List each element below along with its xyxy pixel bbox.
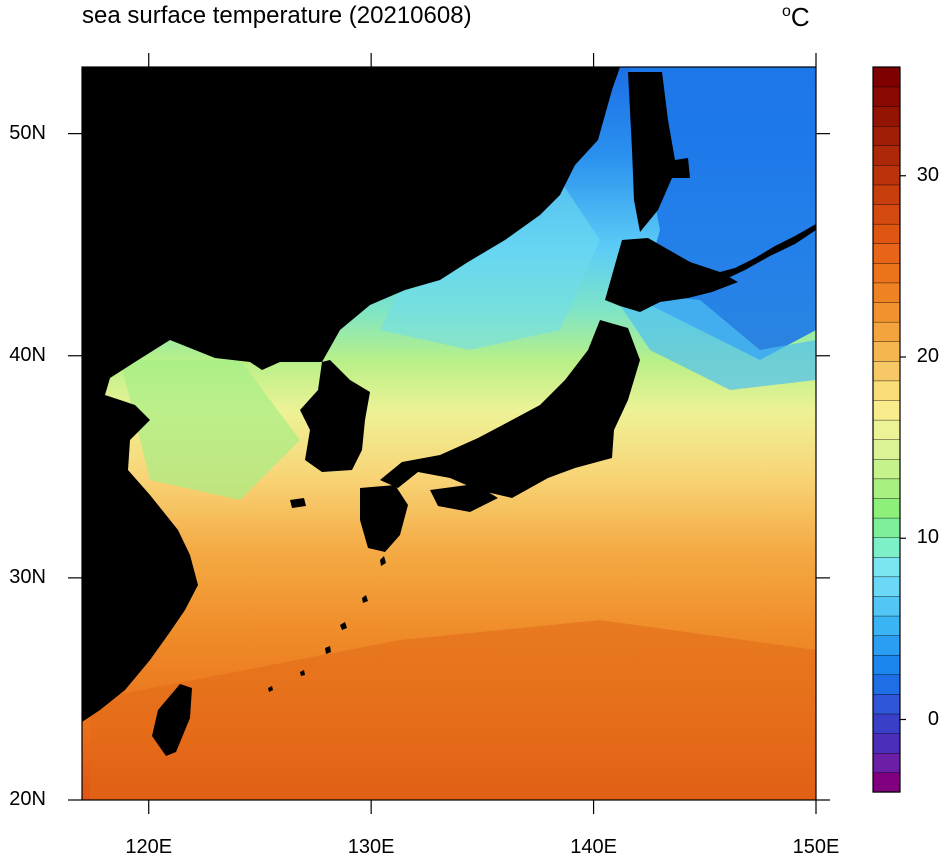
taiwan: [152, 684, 192, 756]
colorbar-cell: [872, 595, 901, 617]
colorbar-cell: [872, 321, 901, 342]
colorbar-cell: [872, 713, 901, 734]
colorbar-cell: [872, 262, 901, 284]
colorbar-cell: [872, 203, 901, 225]
colorbar-cell: [872, 341, 901, 362]
colorbar-frame: [872, 66, 901, 793]
colorbar-cell: [872, 674, 901, 695]
colorbar-cell: [872, 458, 901, 480]
colorbar-cell: [872, 125, 901, 146]
colorbar-cell: [872, 164, 901, 186]
colorbar-cell: [872, 556, 901, 578]
asia-mainland: [82, 67, 620, 722]
colorbar-cell: [872, 654, 901, 676]
colorbar-cell: [872, 282, 901, 303]
colorbar-cell: [872, 537, 901, 558]
lon-tick-label: 130E: [347, 836, 395, 858]
lon-tick-label: 140E: [570, 836, 617, 858]
colorbar-cell: [872, 301, 901, 323]
sakhalin: [628, 72, 690, 232]
colorbar-cell: [872, 733, 901, 754]
colorbar-cell: [872, 772, 901, 793]
colorbar-tick-label: 10: [916, 526, 939, 549]
chart-title: sea surface temperature (20210608): [82, 2, 472, 29]
sea-of-japan-cool-water: [380, 180, 600, 350]
colorbar-cell: [872, 752, 901, 774]
degree-symbol: o: [782, 3, 791, 20]
honshu: [380, 320, 640, 498]
colorbar-cell: [872, 439, 901, 460]
colorbar-cell: [872, 615, 901, 636]
kuroshio-warm-water: [90, 620, 816, 800]
oyashio-cold-water: [610, 290, 816, 390]
colorbar-cell: [872, 576, 901, 597]
colorbar-cell: [872, 380, 901, 401]
colorbar-ticks: [900, 175, 906, 721]
colorbar-cell: [872, 693, 901, 715]
colorbar-cell: [872, 517, 901, 538]
lat-tick-label: 20N: [9, 788, 46, 810]
map-axis-ticks: [68, 53, 830, 814]
colorbar-cell: [872, 86, 901, 107]
lon-tick-label: 120E: [125, 836, 173, 858]
kuril-islands: [720, 224, 816, 278]
colorbar-tick-label: 30: [916, 163, 939, 186]
colorbar-cell: [872, 478, 901, 499]
colorbar-cell: [872, 223, 901, 244]
units-label: oC: [782, 2, 810, 33]
shikoku: [430, 484, 498, 512]
land: [82, 67, 816, 756]
colorbar-tick-label: 20: [916, 345, 939, 367]
colorbar-cell: [872, 184, 901, 205]
colorbar-cell: [872, 419, 901, 440]
lat-tick-label: 30N: [9, 565, 46, 588]
lat-tick-label: 40N: [9, 343, 46, 366]
colorbar-cell: [872, 145, 901, 166]
lon-tick-label: 150E: [792, 836, 840, 858]
jeju-island: [290, 498, 306, 508]
map-frame: [81, 66, 817, 801]
yellow-sea-warm-water: [120, 360, 300, 500]
units-letter: C: [790, 2, 810, 32]
colorbar-cell: [872, 105, 901, 127]
colorbar: [872, 66, 901, 793]
colorbar-cell: [872, 497, 901, 519]
korean-peninsula: [300, 360, 370, 472]
hokkaido: [605, 238, 738, 312]
colorbar-cell: [872, 360, 901, 382]
colorbar-cell: [872, 66, 901, 88]
colorbar-cell: [872, 399, 901, 421]
colorbar-cell: [872, 635, 901, 656]
colorbar-cell: [872, 243, 901, 264]
kyushu: [360, 485, 408, 552]
colorbar-tick-label: 0: [927, 707, 939, 730]
lat-tick-label: 50N: [9, 121, 46, 144]
